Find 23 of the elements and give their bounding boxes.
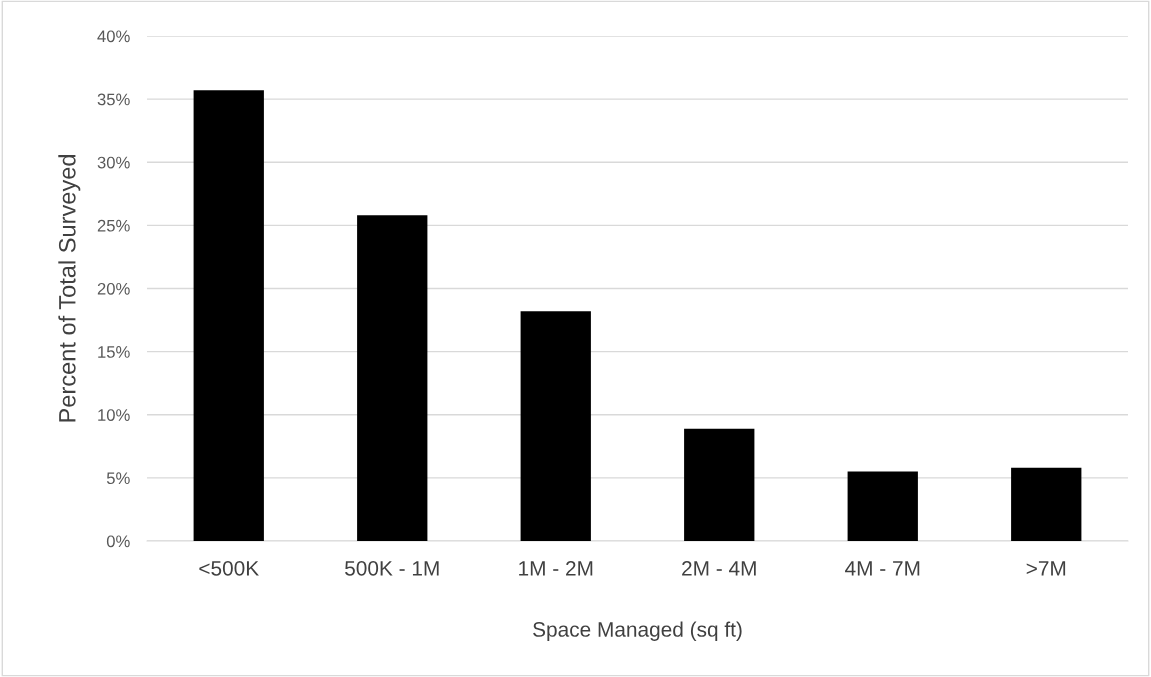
bar	[1011, 467, 1082, 541]
bar	[193, 90, 264, 541]
y-tick-label: 10%	[98, 409, 130, 421]
bar	[357, 215, 428, 541]
bar	[520, 311, 591, 541]
y-axis-title: Percent of Total Surveyed	[58, 155, 81, 422]
y-tick-label: 40%	[97, 30, 130, 43]
y-tick-label: 35%	[97, 93, 130, 106]
y-tick-label: 0%	[106, 535, 130, 548]
x-tick-label: 500K - 1M	[345, 560, 439, 576]
x-tick-label: >7M	[1026, 561, 1066, 576]
bar	[684, 428, 755, 541]
y-tick-label: 30%	[97, 156, 130, 169]
bar	[847, 471, 918, 541]
x-tick-label: 2M - 4M	[682, 560, 756, 576]
y-tick-label: 20%	[97, 282, 130, 295]
x-tick-label: <500K	[199, 560, 259, 576]
y-tick-label: 25%	[97, 219, 130, 232]
y-tick-label: 5%	[106, 472, 130, 485]
x-tick-label: 1M - 2M	[519, 560, 593, 576]
x-tick-label: 4M - 7M	[845, 561, 920, 576]
y-tick-label: 15%	[98, 346, 130, 358]
x-axis-title: Space Managed (sq ft)	[533, 621, 742, 641]
